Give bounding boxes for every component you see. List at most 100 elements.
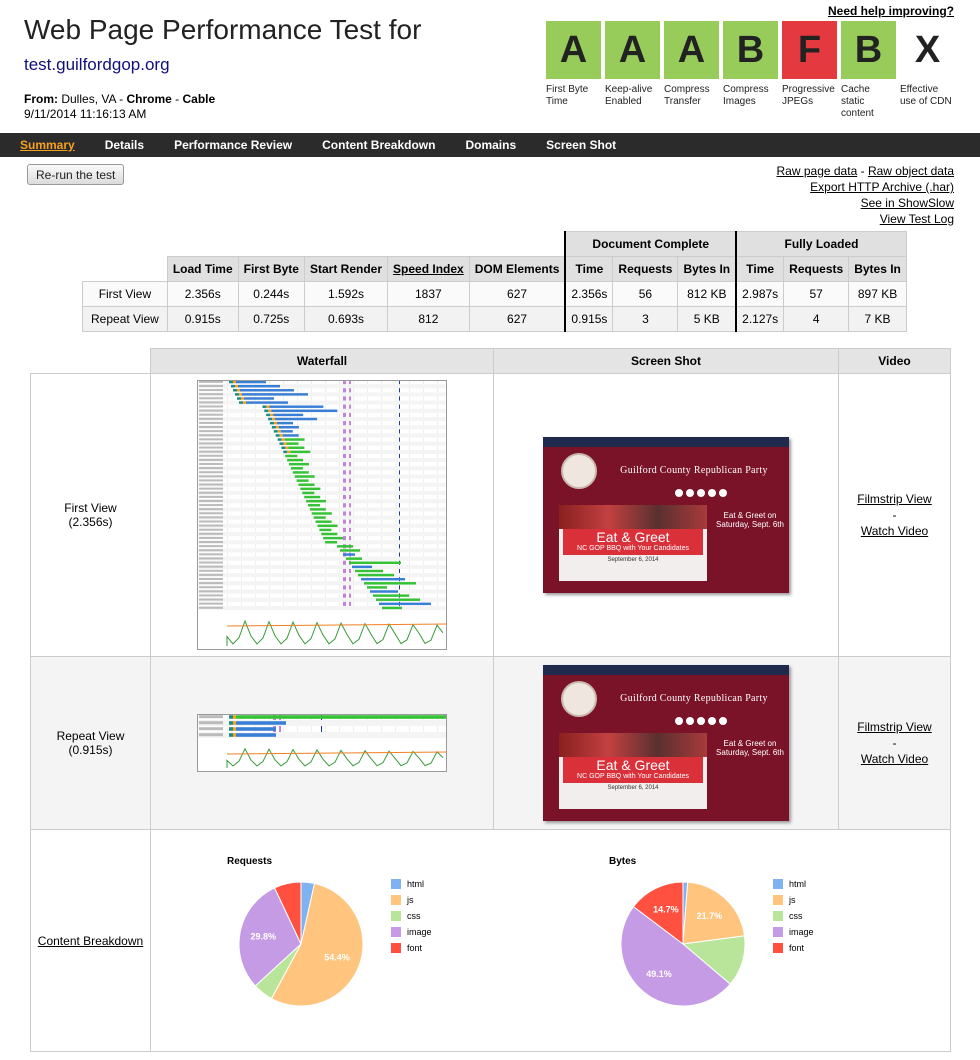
screenshot-thumbnail[interactable]: Guilford County Republican Party Eat & G…	[543, 665, 789, 821]
grade-badge[interactable]: F	[782, 21, 837, 79]
waterfall-thumbnail[interactable]	[197, 714, 447, 772]
dns-mark	[231, 384, 235, 388]
watch-video-link[interactable]: Watch Video	[860, 524, 929, 538]
legend-label: font	[789, 943, 805, 953]
grade-badge[interactable]: A	[664, 21, 719, 79]
content-breakdown-label-cell: Content Breakdown	[30, 829, 151, 1052]
row-label-mark	[199, 569, 223, 572]
tab-performance-review[interactable]: Performance Review	[174, 138, 293, 152]
grade-badge[interactable]: A	[546, 21, 601, 79]
filmstrip-view-link[interactable]: Filmstrip View	[857, 492, 932, 506]
grade-compress-images[interactable]: B Compress Images	[723, 21, 778, 120]
request-bar	[311, 512, 332, 515]
connect-mark	[274, 421, 277, 425]
row-label-mark	[199, 528, 223, 531]
legend-label: css	[407, 911, 421, 921]
first-view-waterfall-cell[interactable]	[150, 373, 494, 657]
request-bar	[287, 458, 304, 462]
pie-data-label: 49.1%	[646, 969, 672, 979]
content-breakdown-link[interactable]: Content Breakdown	[37, 933, 144, 948]
request-bar	[317, 524, 338, 528]
grade-compress-transfer[interactable]: A Compress Transfer	[664, 21, 719, 120]
dns-mark	[271, 426, 276, 429]
screenshot-thumbnail[interactable]: Guilford County Republican Party Eat & G…	[543, 437, 789, 593]
row-band	[197, 573, 447, 578]
table-cell: 5 KB	[677, 306, 737, 332]
grade-first-byte[interactable]: A First Byte Time	[546, 21, 601, 120]
row-label-mark	[199, 417, 223, 420]
bytes-legend: html js css image font	[773, 876, 814, 956]
grade-keep-alive[interactable]: A Keep-alive Enabled	[605, 21, 660, 120]
rerun-test-button[interactable]: Re-run the test	[27, 164, 125, 185]
request-bar	[355, 569, 383, 573]
row-band	[197, 458, 447, 463]
tab-content-breakdown[interactable]: Content Breakdown	[322, 138, 436, 152]
tested-url[interactable]: test.guilfordgop.org	[24, 55, 170, 74]
dns-mark	[283, 450, 288, 454]
pie-data-label: 14.7%	[653, 905, 679, 915]
grade-badge[interactable]: B	[841, 21, 896, 79]
blank-cell	[31, 349, 151, 374]
request-bar	[373, 594, 409, 597]
row-label-mark	[199, 504, 223, 507]
request-bar	[269, 405, 324, 408]
tab-summary[interactable]: Summary	[20, 138, 75, 152]
table-cell: 897 KB	[848, 281, 907, 307]
bytes-chart-title: Bytes	[609, 856, 637, 867]
connect-mark	[237, 389, 240, 392]
filmstrip-view-link[interactable]: Filmstrip View	[857, 720, 932, 734]
grade-cache-static[interactable]: B Cache static content	[841, 21, 896, 120]
request-bar	[321, 532, 338, 536]
dns-mark	[229, 727, 233, 731]
table-cell: 4	[783, 306, 850, 332]
subline-text: NC GOP BBQ with Your Candidates	[577, 773, 689, 780]
grade-progressive-jpegs[interactable]: F Progressive JPEGs	[782, 21, 837, 120]
tab-screen-shot[interactable]: Screen Shot	[546, 138, 617, 152]
pie-slice-image	[620, 905, 731, 1007]
waterfall-thumbnail[interactable]	[197, 380, 447, 650]
tab-domains[interactable]: Domains	[465, 138, 517, 152]
watch-video-link[interactable]: Watch Video	[860, 752, 929, 766]
repeat-view-screenshot-cell[interactable]: Guilford County Republican Party Eat & G…	[493, 656, 839, 830]
table-cell: 3	[612, 306, 679, 332]
grade-bar: A First Byte Time A Keep-alive Enabled A…	[546, 21, 959, 120]
first-view-label: First View (2.356s)	[30, 373, 151, 657]
row-label: First View	[82, 281, 168, 307]
view-test-log-link[interactable]: View Test Log	[879, 212, 954, 226]
raw-page-data-link[interactable]: Raw page data	[776, 164, 858, 178]
export-har-link[interactable]: Export HTTP Archive (.har)	[810, 180, 954, 194]
connect-mark	[279, 434, 283, 437]
grade-cdn[interactable]: X Effective use of CDN	[900, 21, 955, 120]
request-bar	[361, 577, 405, 581]
connect-mark	[285, 446, 289, 449]
row-label-mark	[199, 446, 223, 449]
grade-badge[interactable]: A	[605, 21, 660, 79]
request-bar	[271, 409, 338, 413]
tab-details[interactable]: Details	[104, 138, 145, 152]
row-label-mark	[199, 532, 223, 535]
export-links: Raw page data - Raw object data Export H…	[777, 163, 954, 227]
grade-badge[interactable]: B	[723, 21, 778, 79]
row-label-mark	[199, 397, 223, 400]
legend-swatch	[773, 927, 783, 937]
help-improving-link[interactable]: Need help improving?	[827, 4, 954, 18]
first-view-screenshot-cell[interactable]: Guilford County Republican Party Eat & G…	[493, 373, 839, 657]
legend-swatch	[773, 911, 783, 921]
table-row: Repeat View 0.915s 0.725s 0.693s 812 627…	[82, 306, 907, 332]
main-nav: Summary Details Performance Review Conte…	[0, 133, 980, 157]
row-label-mark	[199, 430, 223, 433]
request-bar	[349, 561, 401, 564]
showslow-link[interactable]: See in ShowSlow	[860, 196, 954, 210]
request-bar	[370, 590, 398, 593]
from-label: From:	[24, 92, 58, 106]
grade-badge[interactable]: X	[900, 21, 955, 79]
connect-mark	[235, 384, 238, 388]
table-cell: 57	[783, 281, 850, 307]
group-document-complete: Document Complete	[564, 231, 737, 257]
raw-object-data-link[interactable]: Raw object data	[867, 164, 954, 178]
banner-date: September 6, 2014	[607, 557, 659, 563]
speed-index-link[interactable]: Speed Index	[393, 262, 464, 276]
request-bar	[300, 487, 321, 491]
row-label-mark	[199, 598, 223, 601]
repeat-view-waterfall-cell[interactable]	[150, 656, 494, 830]
